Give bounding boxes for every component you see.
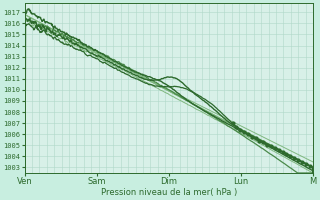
- X-axis label: Pression niveau de la mer( hPa ): Pression niveau de la mer( hPa ): [101, 188, 237, 197]
